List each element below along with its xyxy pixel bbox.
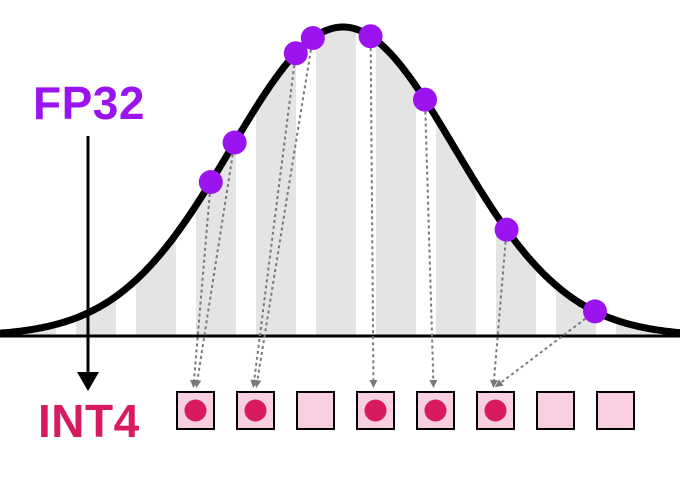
bin-dot [244,399,267,422]
fp32-point [222,130,247,155]
fp32-point [494,217,519,242]
mapping-arrow [193,142,236,388]
fp32-label: FP32 [33,77,145,129]
fp32-point [300,26,325,51]
int4-bin [236,391,275,430]
stripe [196,140,236,336]
mapping-arrow [190,181,212,388]
fp32-point [583,299,607,324]
bin-dot [484,399,507,422]
stripe [496,214,536,336]
fp32-point [283,41,308,66]
int4-bin [476,391,515,430]
stripe [556,285,596,336]
stripe [376,40,416,336]
stripe [256,53,296,336]
int4-label: INT4 [38,395,140,447]
mapping-arrow [494,310,596,388]
fp32-point [198,170,223,195]
stripe [316,27,356,336]
bin-dot [364,399,387,422]
mapping-arrow [253,37,314,388]
bin-box [296,391,335,430]
int4-bin [596,391,635,430]
fp32-point [358,24,383,49]
stripe [136,234,176,336]
int4-bin [536,391,575,430]
mapping-arrow [250,53,297,388]
int4-bin [296,391,335,430]
mapping-arrow [424,99,438,388]
bin-box [536,391,575,430]
mapping-arrows [190,36,596,388]
int4-bin [416,391,455,430]
fp32-point [413,87,437,112]
bin-dot [184,399,207,422]
mapping-arrow [490,229,508,388]
int4-bin [356,391,395,430]
distribution-curve [0,23,680,337]
int4-bin [176,391,215,430]
bin-dot [424,399,447,422]
down-arrow [77,136,99,391]
mapping-arrow [369,36,378,388]
bin-box [176,391,215,430]
int4-bins [176,391,635,430]
fp32-points [198,24,607,324]
bin-box [596,391,635,430]
